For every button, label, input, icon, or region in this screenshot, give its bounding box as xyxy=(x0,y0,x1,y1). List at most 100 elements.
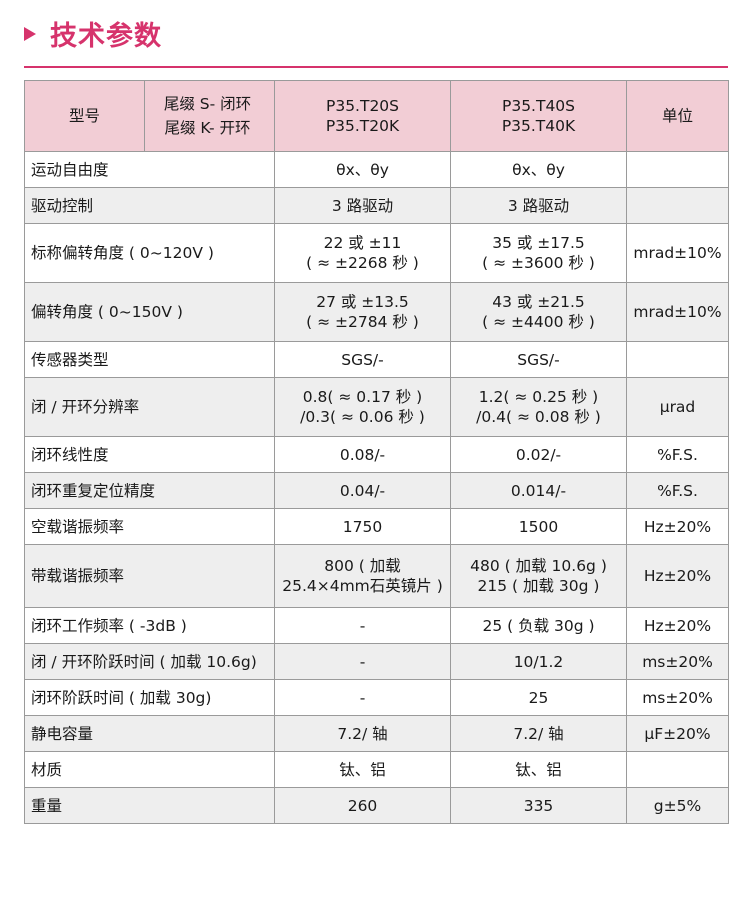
value-line: SGS/- xyxy=(517,350,560,369)
value-model-2: 0.014/- xyxy=(450,472,627,509)
table-row: 闭环工作频率 ( -3dB ) - 25 ( 负载 30g ) Hz±20% xyxy=(24,607,729,644)
value-line: ( ≈ ±2784 秒 ) xyxy=(306,313,419,331)
unit-value: ms±20% xyxy=(626,679,729,716)
value-line: 22 或 ±11 xyxy=(323,234,402,252)
value-model-1: 0.04/- xyxy=(274,472,451,509)
value-line: 35 或 ±17.5 xyxy=(492,234,585,252)
value-model-2: SGS/- xyxy=(450,341,627,378)
value-model-2: 10/1.2 xyxy=(450,643,627,680)
param-name: 带载谐振频率 xyxy=(24,544,275,608)
suffix-closed-loop: 尾缀 S- 闭环 xyxy=(163,95,252,113)
value-model-1: - xyxy=(274,679,451,716)
table-row: 重量 260 335 g±5% xyxy=(24,787,729,824)
table-row: 闭环重复定位精度 0.04/- 0.014/- %F.S. xyxy=(24,472,729,509)
unit-value: Hz±20% xyxy=(626,607,729,644)
value-model-1: 260 xyxy=(274,787,451,824)
table-row: 带载谐振频率 800 ( 加载 25.4×4mm石英镜片 ) 480 ( 加载 10.… xyxy=(24,544,729,608)
value-model-1: - xyxy=(274,607,451,644)
value-model-2: 335 xyxy=(450,787,627,824)
value-model-1: SGS/- xyxy=(274,341,451,378)
unit-value: Hz±20% xyxy=(626,544,729,608)
value-model-2: 3 路驱动 xyxy=(450,187,627,224)
model-col-1-header: P35.T20S P35.T20K xyxy=(274,80,451,152)
value-line: 27 或 ±13.5 xyxy=(316,293,409,311)
value-line: 215 ( 加载 30g ) xyxy=(477,577,600,595)
value-line: - xyxy=(359,616,366,635)
unit-value: mrad±10% xyxy=(626,282,729,342)
value-line: θx、θy xyxy=(512,160,565,179)
value-line: 1500 xyxy=(518,517,559,536)
unit-value xyxy=(626,187,729,224)
param-name: 运动自由度 xyxy=(24,151,275,188)
table-row: 闭 / 开环分辨率 0.8( ≈ 0.17 秒 ) /0.3( ≈ 0.06 秒 )… xyxy=(24,377,729,437)
value-model-2: 25 ( 负载 30g ) xyxy=(450,607,627,644)
value-line: 25.4×4mm石英镜片 ) xyxy=(282,577,443,595)
param-name: 静电容量 xyxy=(24,715,275,752)
table-row: 闭 / 开环阶跃时间 ( 加载 10.6g) - 10/1.2 ms±20% xyxy=(24,643,729,680)
model-1-open: P35.T20K xyxy=(325,117,400,135)
value-line: 25 ( 负载 30g ) xyxy=(482,616,595,635)
value-line: 800 ( 加载 xyxy=(324,557,401,575)
unit-value: ms±20% xyxy=(626,643,729,680)
section-header: 技术参数 xyxy=(24,14,162,53)
value-model-1: θx、θy xyxy=(274,151,451,188)
param-name: 标称偏转角度 ( 0~120V ) xyxy=(24,223,275,283)
value-model-2: 1.2( ≈ 0.25 秒 ) /0.4( ≈ 0.08 秒 ) xyxy=(450,377,627,437)
value-line: ( ≈ ±3600 秒 ) xyxy=(482,254,595,272)
value-line: ( ≈ ±4400 秒 ) xyxy=(482,313,595,331)
value-model-1: - xyxy=(274,643,451,680)
spec-table: 型号 尾缀 S- 闭环 尾缀 K- 开环 P35.T20S P35.T20K P… xyxy=(24,80,729,824)
unit-value: Hz±20% xyxy=(626,508,729,545)
value-model-1: 0.08/- xyxy=(274,436,451,473)
header-row: 型号 尾缀 S- 闭环 尾缀 K- 开环 P35.T20S P35.T20K P… xyxy=(24,80,729,152)
value-line: /0.3( ≈ 0.06 秒 ) xyxy=(300,408,425,426)
table-row: 传感器类型 SGS/- SGS/- xyxy=(24,341,729,378)
table-row: 材质 钛、铝 钛、铝 xyxy=(24,751,729,788)
value-line: 7.2/ 轴 xyxy=(513,724,564,743)
table-row: 标称偏转角度 ( 0~120V ) 22 或 ±11 ( ≈ ±2268 秒 ) 35… xyxy=(24,223,729,283)
param-name: 空载谐振频率 xyxy=(24,508,275,545)
table-row: 闭环线性度 0.08/- 0.02/- %F.S. xyxy=(24,436,729,473)
value-model-1: 0.8( ≈ 0.17 秒 ) /0.3( ≈ 0.06 秒 ) xyxy=(274,377,451,437)
table-row: 驱动控制 3 路驱动 3 路驱动 xyxy=(24,187,729,224)
param-name: 闭环线性度 xyxy=(24,436,275,473)
value-line: 0.02/- xyxy=(515,445,562,464)
value-line: 43 或 ±21.5 xyxy=(492,293,585,311)
value-line: 1.2( ≈ 0.25 秒 ) xyxy=(478,388,599,406)
value-line: 3 路驱动 xyxy=(507,196,570,215)
suffix-open-loop: 尾缀 K- 开环 xyxy=(164,119,251,137)
triangle-icon xyxy=(24,26,36,41)
value-line: 3 路驱动 xyxy=(331,196,394,215)
value-line: 1750 xyxy=(342,517,383,536)
model-col-2-header: P35.T40S P35.T40K xyxy=(450,80,627,152)
value-line: /0.4( ≈ 0.08 秒 ) xyxy=(476,408,601,426)
unit-value: μF±20% xyxy=(626,715,729,752)
value-model-2: θx、θy xyxy=(450,151,627,188)
value-line: - xyxy=(359,688,366,707)
table-row: 运动自由度 θx、θy θx、θy xyxy=(24,151,729,188)
param-name: 闭 / 开环分辨率 xyxy=(24,377,275,437)
value-model-2: 43 或 ±21.5 ( ≈ ±4400 秒 ) xyxy=(450,282,627,342)
param-name: 重量 xyxy=(24,787,275,824)
unit-value: %F.S. xyxy=(626,472,729,509)
table-row: 偏转角度 ( 0~150V ) 27 或 ±13.5 ( ≈ ±2784 秒 ) 43… xyxy=(24,282,729,342)
table-row: 闭环阶跃时间 ( 加载 30g) - 25 ms±20% xyxy=(24,679,729,716)
param-name: 闭环工作频率 ( -3dB ) xyxy=(24,607,275,644)
value-model-2: 25 xyxy=(450,679,627,716)
value-model-1: 27 或 ±13.5 ( ≈ ±2784 秒 ) xyxy=(274,282,451,342)
section-divider xyxy=(24,66,728,68)
param-name: 闭 / 开环阶跃时间 ( 加载 10.6g) xyxy=(24,643,275,680)
value-line: θx、θy xyxy=(336,160,389,179)
param-name: 驱动控制 xyxy=(24,187,275,224)
value-line: 钛、铝 xyxy=(339,760,386,779)
param-name: 闭环阶跃时间 ( 加载 30g) xyxy=(24,679,275,716)
unit-value: %F.S. xyxy=(626,436,729,473)
value-model-2: 480 ( 加载 10.6g ) 215 ( 加载 30g ) xyxy=(450,544,627,608)
unit-value: g±5% xyxy=(626,787,729,824)
value-line: 钛、铝 xyxy=(515,760,562,779)
param-name: 闭环重复定位精度 xyxy=(24,472,275,509)
unit-value: μrad xyxy=(626,377,729,437)
param-name: 传感器类型 xyxy=(24,341,275,378)
model-header: 型号 xyxy=(24,80,145,152)
value-line: 260 xyxy=(347,796,378,815)
